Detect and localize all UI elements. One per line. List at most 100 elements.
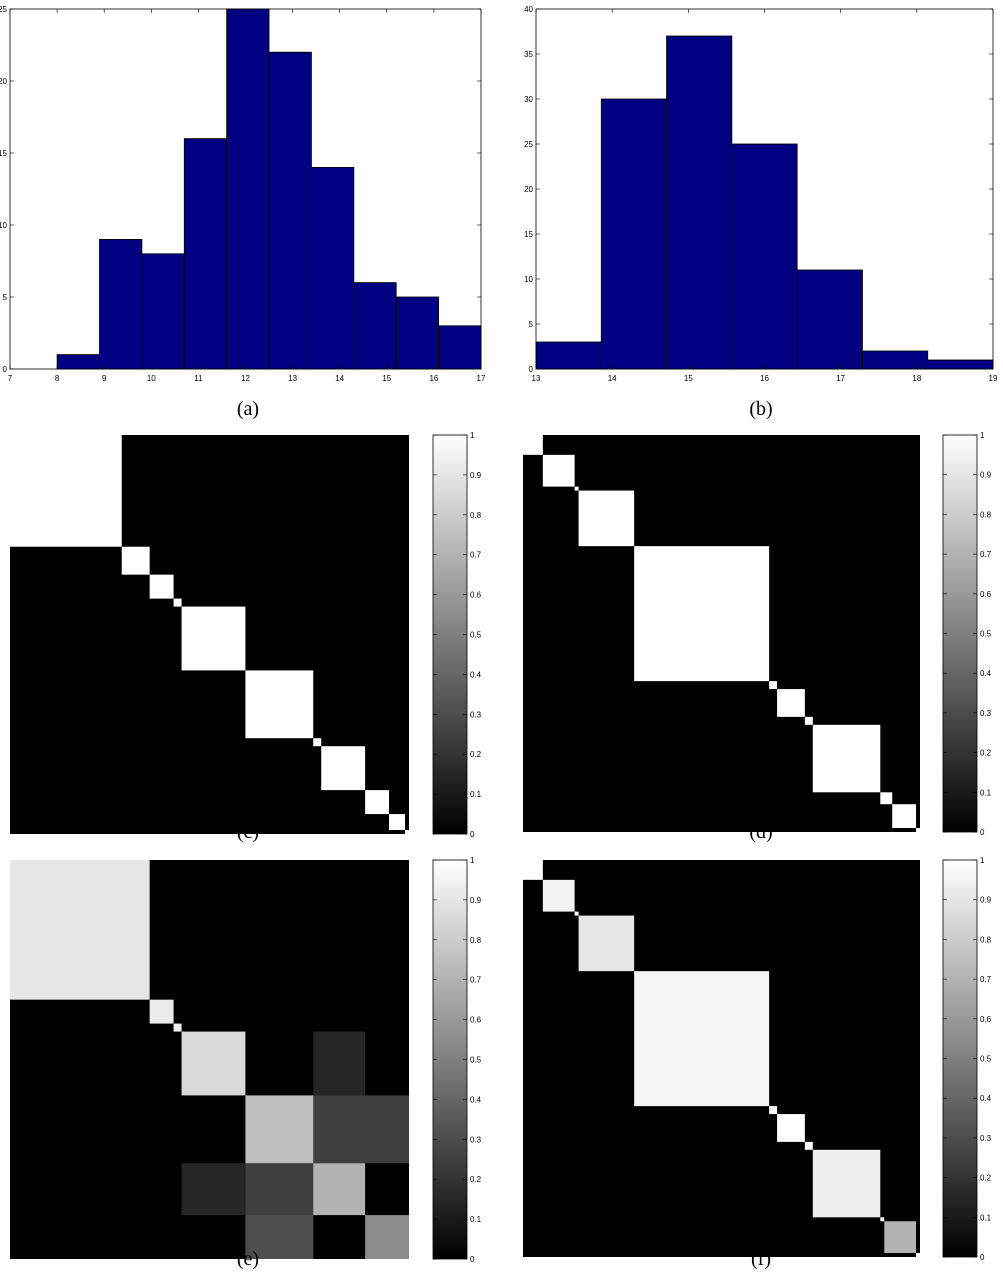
heatmap-block xyxy=(884,1221,917,1254)
colorbar-tick-label: 0.7 xyxy=(470,976,482,985)
heatmap-block xyxy=(574,911,579,916)
histogram-bar xyxy=(535,341,602,370)
colorbar-tick-label: 0.6 xyxy=(980,590,992,599)
histogram-bar xyxy=(600,98,667,370)
colorbar-tick-label: 1 xyxy=(980,856,985,865)
heatmap-block xyxy=(804,1141,813,1150)
colorbar-tick-label: 0.5 xyxy=(980,630,992,639)
y-tick-label: 10 xyxy=(0,221,8,230)
colorbar-tick-label: 0.8 xyxy=(980,510,992,519)
histogram-bar xyxy=(56,354,100,370)
heatmap-block xyxy=(149,574,174,599)
colorbar-tick-label: 0.9 xyxy=(980,896,992,905)
colorbar-tick-label: 1 xyxy=(470,856,475,865)
x-tick-label: 18 xyxy=(912,374,921,383)
colorbar-tick-label: 0.8 xyxy=(470,511,482,520)
heatmap-block xyxy=(634,546,770,682)
histogram-bar xyxy=(731,143,798,370)
colorbar-tick-label: 0.1 xyxy=(980,788,992,797)
heatmap-block xyxy=(634,971,770,1107)
heatmap-block xyxy=(149,999,174,1024)
x-tick-label: 8 xyxy=(55,374,60,383)
colorbar-tick-label: 0.6 xyxy=(980,1015,992,1024)
colorbar-tick-label: 0.7 xyxy=(470,551,482,560)
x-tick-label: 17 xyxy=(477,374,486,383)
heatmap-block xyxy=(405,830,409,834)
colorbar-tick-label: 0.2 xyxy=(470,1175,482,1184)
colorbar-tick-label: 0.3 xyxy=(980,1134,992,1143)
y-tick-label: 25 xyxy=(0,5,8,14)
x-tick-label: 12 xyxy=(241,374,250,383)
heatmap-block xyxy=(523,860,543,880)
heatmap-block xyxy=(181,606,246,671)
y-tick-label: 30 xyxy=(524,95,533,104)
heatmap-block xyxy=(880,1217,885,1222)
histogram-bar xyxy=(183,138,228,370)
colorbar xyxy=(432,859,468,1260)
histogram-bar xyxy=(438,325,482,370)
heatmap-block xyxy=(321,746,366,791)
colorbar-tick-label: 0.9 xyxy=(470,896,482,905)
caption-d: (d) xyxy=(749,821,772,843)
heatmap-block xyxy=(121,546,150,575)
y-tick-label: 10 xyxy=(524,275,533,284)
x-tick-label: 19 xyxy=(989,374,998,383)
histogram-bar xyxy=(99,238,143,370)
heatmap-block xyxy=(812,1149,881,1218)
heatmap-block xyxy=(916,1253,920,1257)
colorbar-tick-label: 0.8 xyxy=(470,936,482,945)
colorbar-tick-label: 0.4 xyxy=(470,1095,482,1104)
heatmap-block xyxy=(769,1106,778,1115)
colorbar xyxy=(942,859,978,1258)
colorbar-tick-label: 0.2 xyxy=(980,749,992,758)
colorbar-tick-label: 0.7 xyxy=(980,975,992,984)
histogram-bar xyxy=(862,350,929,370)
y-tick-label: 15 xyxy=(0,149,8,158)
heatmap-block xyxy=(804,716,813,725)
caption-a: (a) xyxy=(237,398,259,420)
x-tick-label: 11 xyxy=(194,374,203,383)
histogram-bar xyxy=(927,359,994,370)
colorbar-tick-label: 0.6 xyxy=(470,591,482,600)
heatmap-block xyxy=(769,681,778,690)
colorbar-tick-label: 0.4 xyxy=(470,670,482,679)
heatmap-panel-d: 0 0.1 0.2 0.3 0.4 0.5 0.6 0.7 0.8 0.9 1 xyxy=(523,431,992,837)
colorbar-tick-label: 0.7 xyxy=(980,550,992,559)
colorbar xyxy=(432,434,468,835)
histogram-bar xyxy=(141,253,185,370)
colorbar-tick-label: 0.9 xyxy=(470,471,482,480)
heatmap-block xyxy=(10,435,122,547)
x-tick-label: 13 xyxy=(532,374,541,383)
x-tick-label: 9 xyxy=(102,374,107,383)
histogram-bar xyxy=(226,8,270,370)
heatmap-panel-c: 0 0.1 0.2 0.3 0.4 0.5 0.6 0.7 0.8 0.9 1 xyxy=(10,431,482,839)
heatmap-block xyxy=(245,670,314,739)
colorbar-tick-label: 0.5 xyxy=(470,631,482,640)
colorbar-tick-label: 0 xyxy=(470,830,475,839)
heatmap-block xyxy=(173,598,182,607)
x-tick-label: 13 xyxy=(288,374,297,383)
y-tick-label: 5 xyxy=(3,293,8,302)
heatmap-offdiag-cell xyxy=(313,1031,366,1096)
x-tick-label: 15 xyxy=(684,374,693,383)
heatmap-block xyxy=(892,804,917,829)
colorbar-tick-label: 0.2 xyxy=(980,1174,992,1183)
heatmap-block xyxy=(245,1095,314,1164)
colorbar-tick-label: 0 xyxy=(470,1255,475,1264)
colorbar-tick-label: 1 xyxy=(470,431,475,440)
x-tick-label: 14 xyxy=(335,374,344,383)
colorbar-tick-label: 1 xyxy=(980,431,985,440)
histogram-bar xyxy=(311,166,355,370)
colorbar-tick-label: 0.1 xyxy=(980,1213,992,1222)
heatmap-offdiag-cell xyxy=(245,1215,314,1259)
heatmap-block xyxy=(10,860,150,1000)
y-tick-label: 5 xyxy=(529,320,534,329)
colorbar-tick-label: 0.1 xyxy=(470,1215,482,1224)
colorbar-tick-label: 0.6 xyxy=(470,1016,482,1025)
colorbar-tick-label: 0.2 xyxy=(470,750,482,759)
colorbar-tick-label: 0.9 xyxy=(980,471,992,480)
heatmap-block xyxy=(542,454,575,487)
histogram-panel-a: 7 8 9 10 11 12 13 14 15 16 17 0 5 10 15 20 25 xyxy=(0,5,486,383)
histogram-bar xyxy=(268,51,312,370)
